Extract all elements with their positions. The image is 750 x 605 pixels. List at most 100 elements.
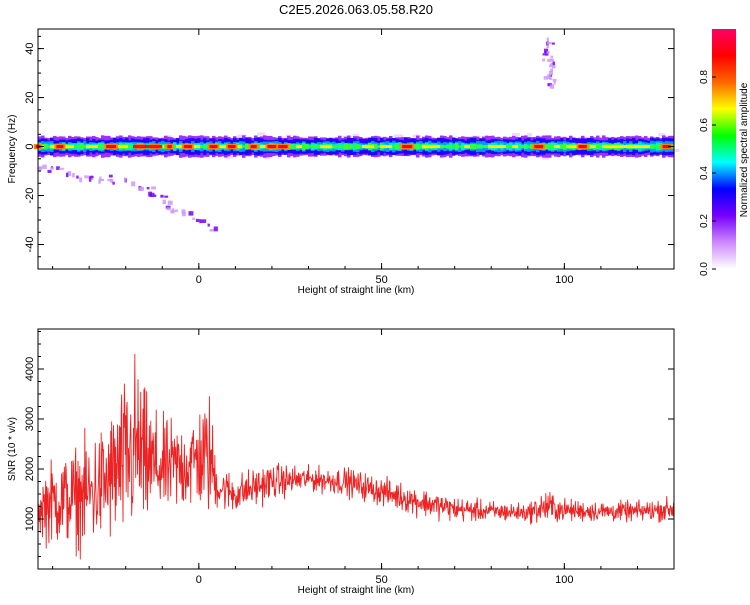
spectrogram-band-cell: [449, 145, 453, 148]
spectrogram-feature-cell: [207, 223, 210, 227]
spectrogram-hotspot: [183, 144, 192, 149]
colorbar-ticks: 0.0 0.2 0.4 0.6 0.8: [699, 70, 716, 276]
spectrogram-band-cell: [173, 145, 177, 148]
spectrogram-feature-cell: [98, 179, 101, 184]
spectrogram-band-cell: [374, 144, 378, 149]
spectrogram-band-cell: [356, 144, 360, 149]
spectrogram-hotspot: [662, 144, 671, 149]
spectrogram-band-cell: [203, 144, 207, 149]
spectrogram-band-cell: [47, 145, 51, 148]
spectrogram-band-cell: [419, 145, 423, 148]
spectrogram-band-cell: [344, 144, 348, 150]
spectrogram-image: [33, 37, 680, 232]
snr-series: [37, 353, 675, 560]
spectrogram-band-cell: [461, 145, 465, 148]
spectrogram-hotspot: [167, 144, 172, 149]
spectrogram-feature-cell: [166, 207, 171, 211]
spectrogram-halo-cell: [542, 156, 550, 160]
colorbar-tick-label: 0.6: [699, 118, 710, 132]
y-tick-label: 2000: [24, 457, 36, 481]
spectrogram-core-cell: [638, 145, 644, 149]
spectrogram-band-cell: [524, 144, 528, 149]
spectrogram-band-cell: [548, 145, 552, 148]
spectrogram-band-cell: [473, 144, 477, 150]
spectrogram-band-cell: [290, 143, 294, 150]
spectrogram-feature-cell: [47, 169, 52, 173]
spectrogram-feature-cell: [552, 78, 557, 82]
spectrogram-band-cell: [338, 145, 342, 148]
spectrogram-band-cell: [545, 144, 549, 149]
spectrogram-feature-cell: [542, 58, 546, 62]
spectrogram-feature-cell: [209, 229, 215, 232]
snr-y-ticks: 1000 2000 3000 4000: [24, 331, 674, 570]
y-tick-label: 1000: [24, 507, 36, 531]
spectrogram-feature-cell: [171, 208, 174, 213]
spectrogram-hotspot: [56, 144, 64, 149]
spectrogram-band-cell: [317, 144, 321, 149]
spectrogram-feature-cell: [107, 178, 113, 182]
spectrogram-band-cell: [521, 145, 525, 148]
spectrogram-halo-cell: [527, 133, 533, 137]
spectrogram-feature-cell: [182, 211, 186, 217]
spectrogram-band-cell: [353, 145, 357, 148]
y-tick-label: 20: [24, 91, 36, 103]
spectrogram-band-cell: [596, 143, 600, 150]
spectrogram-hotspot: [402, 144, 413, 149]
spectrogram-hotspot: [227, 144, 236, 149]
spectrogram-band-cell: [332, 145, 336, 148]
spectrogram-band-cell: [314, 145, 318, 149]
spectrogram-band-cell: [413, 144, 417, 149]
spectrogram-feature-cell: [38, 166, 43, 170]
spectrogram-feature-cell: [108, 174, 113, 178]
y-tick-label: 3000: [24, 407, 36, 431]
spectrogram-feature-cell: [213, 226, 218, 232]
spectrogram-core-cell: [608, 145, 614, 149]
spectrogram-core-cell: [494, 145, 500, 149]
spectrogram-hot-segment: [133, 144, 163, 149]
spectrogram-panel: 0 50 100 -40 -20 0 20 40 Height of straight li…: [7, 28, 680, 296]
spectrogram-core-cell: [236, 145, 242, 149]
snr-y-label: SNR (10 * v/v): [7, 417, 18, 481]
spectrogram-feature-cell: [543, 76, 549, 80]
spectrogram-feature-cell: [550, 58, 555, 62]
y-tick-label: 40: [24, 42, 36, 54]
x-tick-label: 100: [555, 274, 573, 286]
spectrogram-band-cell: [44, 143, 48, 150]
colorbar: 0.0 0.2 0.4 0.6 0.8 Normalized spectral ampl…: [699, 29, 750, 276]
snr-x-ticks: 0 50 100: [52, 329, 675, 586]
spectrogram-core-cell: [326, 145, 332, 149]
spectrogram-hotspot: [278, 144, 288, 149]
spectrogram-feature-cell: [195, 218, 200, 223]
spectrogram-feature-cell: [546, 41, 552, 45]
spectrogram-feature-cell: [164, 195, 169, 198]
spectrogram-band-cell: [128, 144, 132, 149]
y-tick-label: -40: [24, 237, 36, 253]
spectrogram-halo-cell: [264, 156, 270, 160]
spectrogram-feature-cell: [550, 68, 554, 72]
spectrogram-core-cell: [590, 145, 596, 149]
spectrogram-core-cell: [86, 145, 92, 149]
spectrogram-band-cell: [311, 145, 315, 148]
spectrogram-band-cell: [443, 145, 447, 148]
y-tick-label: -20: [24, 188, 36, 204]
spectrogram-band-cell: [455, 143, 459, 150]
spectrogram-core-cell: [362, 145, 368, 149]
colorbar-label: Normalized spectral amplitude: [739, 82, 750, 217]
spectrogram-band-cell: [458, 145, 462, 148]
spectrogram-feature-cell: [544, 48, 549, 54]
snr-panel: 0 50 100 1000 2000 3000 4000 Height of straig…: [7, 328, 675, 596]
spectrogram-feature-cell: [56, 166, 60, 170]
x-tick-label: 50: [375, 274, 387, 286]
spectrogram-band-cell: [656, 144, 660, 149]
spectrogram-band-cell: [398, 145, 402, 148]
spectrogram-band-cell: [305, 143, 309, 150]
y-tick-label: 0: [24, 143, 36, 149]
x-tick-label: 100: [555, 574, 573, 586]
spectrogram-band-cell: [650, 144, 654, 149]
spectrogram-feature-cell: [550, 55, 554, 59]
spectrogram-feature-cell: [552, 61, 555, 66]
spectrogram-feature-cell: [188, 211, 194, 216]
spectrogram-core-cell: [428, 145, 434, 149]
spectrogram-hotspot: [267, 144, 277, 149]
